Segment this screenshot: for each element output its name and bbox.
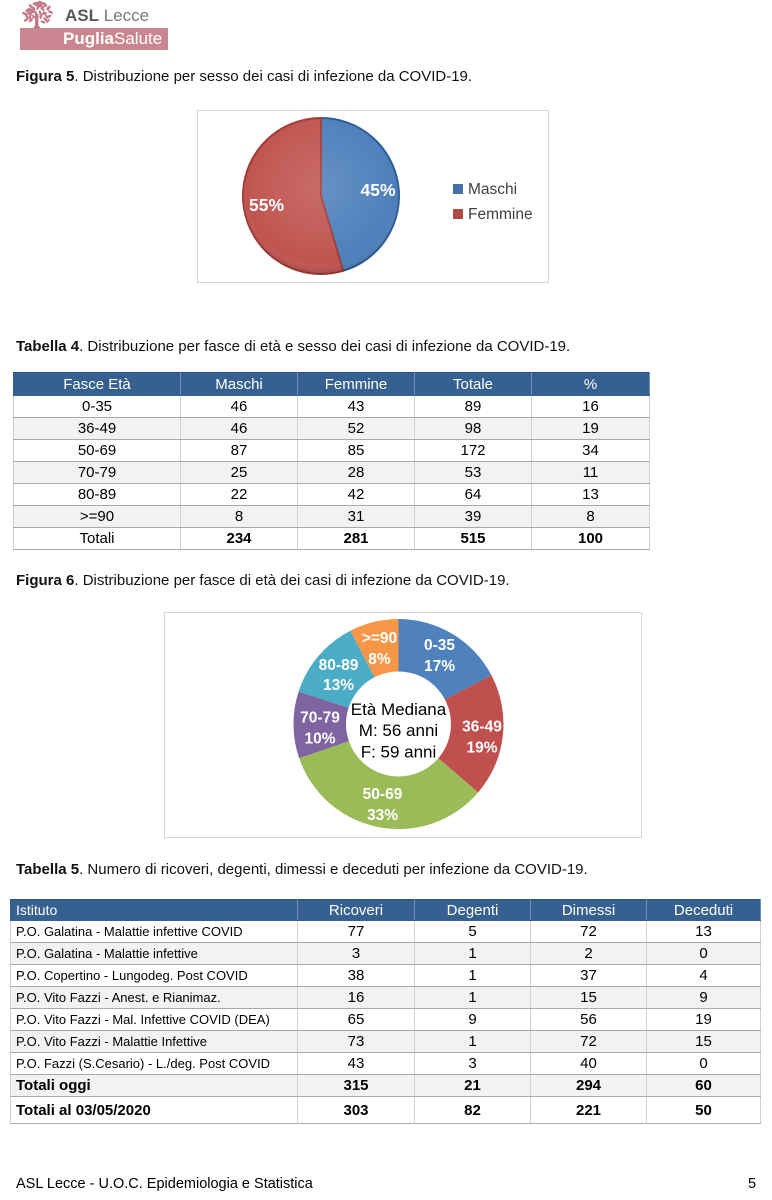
svg-text:>=90: >=90 <box>362 630 397 647</box>
svg-text:70-79: 70-79 <box>300 710 340 727</box>
svg-text:50-69: 50-69 <box>363 786 403 803</box>
svg-text:55%: 55% <box>249 195 284 215</box>
svg-text:80-89: 80-89 <box>319 657 359 674</box>
svg-text:Femmine: Femmine <box>468 206 533 223</box>
svg-text:17%: 17% <box>424 658 455 675</box>
svg-text:45%: 45% <box>360 180 395 200</box>
svg-text:10%: 10% <box>304 731 335 748</box>
svg-text:Maschi: Maschi <box>468 181 517 198</box>
svg-text:0-35: 0-35 <box>424 637 455 654</box>
svg-text:Età Mediana: Età Mediana <box>351 700 447 719</box>
svg-text:19%: 19% <box>466 740 497 757</box>
svg-text:36-49: 36-49 <box>462 719 502 736</box>
svg-text:13%: 13% <box>323 677 354 694</box>
svg-text:8%: 8% <box>368 651 391 668</box>
svg-text:F: 59 anni: F: 59 anni <box>361 743 437 762</box>
svg-text:33%: 33% <box>367 807 398 824</box>
svg-text:M: 56 anni: M: 56 anni <box>359 721 438 740</box>
